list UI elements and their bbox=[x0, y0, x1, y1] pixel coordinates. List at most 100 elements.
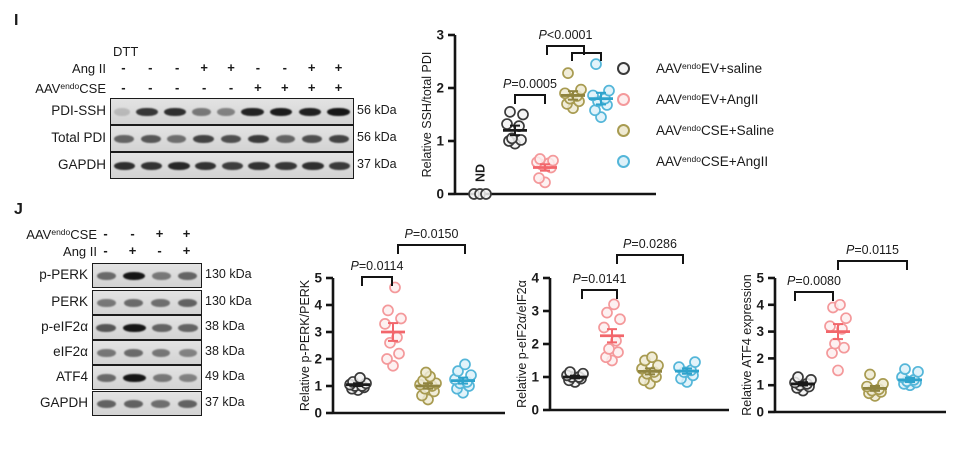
dtt-label: DTT bbox=[113, 44, 139, 59]
protein-band bbox=[177, 399, 198, 408]
lane-symbol: - bbox=[103, 226, 108, 241]
legend-item: AAVendoEV+saline bbox=[617, 58, 774, 79]
protein-band bbox=[136, 107, 158, 116]
lane-symbol: + bbox=[155, 226, 164, 241]
nd-label: ND bbox=[474, 164, 488, 182]
protein-band bbox=[179, 373, 198, 382]
data-point bbox=[395, 312, 407, 325]
y-axis-title: Relative SSH/total PDI bbox=[420, 52, 434, 178]
superscript: endo bbox=[51, 226, 71, 237]
blot-lane-box bbox=[92, 391, 202, 416]
legend-marker-circle bbox=[617, 93, 630, 106]
data-point bbox=[452, 365, 464, 377]
protein-band bbox=[302, 161, 324, 170]
data-point bbox=[840, 312, 852, 325]
data-point bbox=[393, 347, 405, 360]
protein-band bbox=[113, 161, 136, 170]
superscript: endo bbox=[682, 60, 701, 71]
lane-symbol: + bbox=[227, 60, 235, 75]
condition-symbols: - + - + bbox=[92, 243, 200, 260]
data-point bbox=[601, 306, 613, 319]
legend-label: AAVendoEV+saline bbox=[656, 60, 763, 77]
protein-band bbox=[220, 134, 241, 143]
protein-band bbox=[301, 134, 322, 143]
protein-band bbox=[195, 161, 217, 170]
lane-symbol: - bbox=[148, 60, 153, 75]
condition-label: Ang II bbox=[63, 244, 97, 259]
protein-band bbox=[140, 134, 161, 143]
blot-row-label: p-PERK bbox=[39, 267, 88, 282]
data-point bbox=[575, 83, 587, 96]
p-value-label: P=0.0141 bbox=[573, 272, 627, 286]
protein-band bbox=[167, 161, 190, 170]
protein-band bbox=[96, 323, 117, 332]
lane-symbol: + bbox=[200, 60, 208, 75]
legend-item: AAVendoCSE+Saline bbox=[617, 120, 774, 141]
lane-symbol: + bbox=[182, 243, 191, 258]
blot-lane-box bbox=[92, 290, 202, 315]
protein-band bbox=[327, 107, 350, 116]
legend-label: AAVendoCSE+AngII bbox=[656, 153, 769, 170]
y-tick-label: 0 bbox=[436, 187, 444, 202]
molecular-weight-label: 37 kDa bbox=[205, 395, 245, 409]
p-value-label: P=0.0080 bbox=[787, 274, 841, 288]
data-point bbox=[480, 188, 492, 200]
protein-band bbox=[329, 161, 351, 170]
data-point bbox=[517, 108, 529, 121]
protein-band bbox=[96, 399, 117, 408]
protein-band bbox=[114, 107, 131, 116]
condition-symbols: - - + + bbox=[92, 226, 200, 243]
protein-band bbox=[178, 323, 198, 332]
y-tick-label: 1 bbox=[531, 370, 539, 385]
lane-symbol: - bbox=[103, 243, 108, 258]
data-point bbox=[832, 364, 844, 377]
protein-band bbox=[114, 134, 134, 143]
y-axis-title: Relative p-PERK/PERK bbox=[298, 279, 312, 411]
protein-band bbox=[164, 107, 186, 116]
y-tick-label: 1 bbox=[436, 134, 444, 149]
y-tick-label: 3 bbox=[531, 304, 539, 319]
y-tick-label: 1 bbox=[314, 379, 322, 394]
condition-label: Ang II bbox=[72, 61, 106, 76]
data-point bbox=[603, 343, 615, 355]
legend-label: AAVendoCSE+Saline bbox=[656, 122, 775, 139]
data-point bbox=[834, 298, 846, 311]
condition-symbols: - - - + + - - + + bbox=[110, 60, 352, 77]
data-point bbox=[608, 298, 620, 311]
y-tick-label: 0 bbox=[531, 403, 539, 418]
blot-lane-box bbox=[92, 365, 202, 390]
protein-band bbox=[269, 107, 293, 116]
legend-label: AAVendoEV+AngII bbox=[656, 91, 759, 108]
molecular-weight-label: 56 kDa bbox=[357, 103, 397, 117]
y-tick-label: 3 bbox=[314, 325, 322, 340]
data-point bbox=[792, 371, 804, 384]
protein-band bbox=[328, 134, 350, 143]
lane-symbol: - bbox=[148, 80, 153, 95]
y-tick-label: 5 bbox=[756, 271, 764, 286]
protein-band bbox=[96, 298, 116, 307]
significance-bracket bbox=[361, 276, 393, 286]
protein-band bbox=[123, 298, 143, 307]
blot-row-label: GAPDH bbox=[57, 157, 106, 172]
blot-row-label: PDI-SSH bbox=[51, 103, 106, 118]
lane-symbol: + bbox=[254, 80, 262, 95]
data-point bbox=[381, 353, 393, 365]
blot-lane-box bbox=[110, 98, 354, 125]
protein-band bbox=[122, 323, 146, 332]
y-tick-label: 1 bbox=[756, 378, 764, 393]
legend: AAVendoEV+saline AAVendoEV+AngII AAVendoCS… bbox=[617, 58, 774, 182]
molecular-weight-label: 49 kDa bbox=[205, 369, 245, 383]
blot-lane-box bbox=[110, 152, 354, 179]
p-value-label: P=0.0150 bbox=[405, 227, 459, 241]
p-value-label: P=0.0286 bbox=[623, 237, 677, 251]
blot-row-label: PERK bbox=[51, 294, 88, 309]
protein-band bbox=[241, 107, 264, 116]
data-point bbox=[590, 58, 602, 71]
protein-band bbox=[298, 107, 321, 116]
blot-lane-box bbox=[110, 125, 354, 152]
y-tick-label: 2 bbox=[436, 81, 444, 96]
legend-item: AAVendoEV+AngII bbox=[617, 89, 774, 110]
panel-label-J: J bbox=[14, 201, 23, 218]
